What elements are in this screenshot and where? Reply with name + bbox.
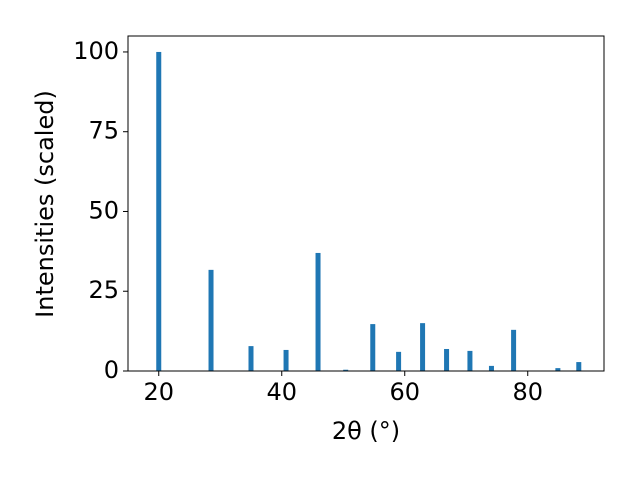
- bar: [248, 346, 254, 371]
- y-tick-label: 75: [88, 117, 119, 145]
- plot-frame: [127, 35, 605, 372]
- x-tick-label: 80: [512, 378, 543, 406]
- x-axis-label: 2θ (°): [332, 417, 400, 445]
- y-tick-label: 100: [73, 37, 119, 65]
- x-tick-label: 40: [266, 378, 297, 406]
- bar: [156, 51, 162, 371]
- bar: [555, 368, 561, 371]
- y-tick-label: 50: [88, 196, 119, 224]
- y-tick-label: 0: [104, 356, 119, 384]
- bar: [315, 252, 321, 371]
- bar: [283, 349, 289, 371]
- bar: [370, 324, 376, 371]
- bar: [396, 351, 402, 371]
- bar: [511, 329, 517, 371]
- bar: [488, 365, 494, 371]
- y-axis-label: Intensities (scaled): [31, 90, 59, 318]
- bar: [576, 362, 582, 371]
- x-tick-label: 60: [389, 378, 420, 406]
- bar: [208, 269, 214, 371]
- bar: [444, 348, 450, 371]
- bar: [420, 323, 426, 371]
- bar: [467, 350, 473, 371]
- x-tick-label: 20: [143, 378, 174, 406]
- y-tick-label: 25: [88, 276, 119, 304]
- bar: [343, 369, 349, 371]
